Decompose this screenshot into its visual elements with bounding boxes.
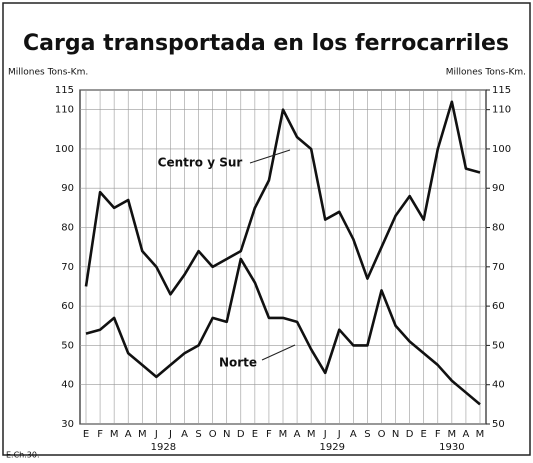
x-tick-label: M (279, 429, 288, 440)
x-tick-label: S (364, 429, 370, 440)
year-label: 1930 (439, 442, 464, 453)
x-tick-label: N (223, 429, 230, 440)
year-label: 1929 (320, 442, 345, 453)
y-tick-label: 80 (61, 223, 74, 234)
y2-tick-label: 90 (492, 183, 505, 194)
y-tick-label: 40 (61, 380, 74, 391)
x-tick-label: J (323, 429, 327, 440)
x-tick-label: D (406, 429, 414, 440)
x-tick-label: J (168, 429, 172, 440)
x-tick-label: O (209, 429, 217, 440)
y2-tick-label: 40 (492, 380, 505, 391)
y-tick-label: 30 (61, 419, 74, 430)
y2-tick-label: 50 (492, 340, 505, 351)
x-tick-label: J (337, 429, 341, 440)
series-line (85, 257, 481, 406)
y2-tick-label: 50 (492, 419, 505, 430)
y-tick-label: 110 (55, 105, 74, 116)
x-tick-label: A (294, 429, 301, 440)
x-tick-label: J (154, 429, 158, 440)
frame (2, 2, 531, 456)
series-label: Norte (219, 356, 257, 370)
x-tick-label: F (266, 429, 272, 440)
y2-tick-label: 80 (492, 223, 505, 234)
y-tick-label: 100 (55, 144, 74, 155)
series-label: Centro y Sur (158, 156, 243, 170)
x-tick-label: O (378, 429, 386, 440)
y2-axis-label: Millones Tons-Km. (446, 68, 526, 78)
x-tick-label: F (97, 429, 103, 440)
chart-title: Carga transportada en los ferrocarriles (23, 31, 509, 56)
y2-tick-label: 70 (492, 262, 505, 273)
x-tick-label: E (252, 429, 258, 440)
x-tick-label: A (350, 429, 357, 440)
x-tick-label: M (448, 429, 457, 440)
footnote: E.Ch.30. (6, 451, 40, 460)
x-tick-label: F (435, 429, 441, 440)
x-tick-label: D (237, 429, 245, 440)
y-tick-label: 90 (61, 183, 74, 194)
y-tick-label: 70 (61, 262, 74, 273)
year-label: 1928 (151, 442, 176, 453)
y-tick-label: 50 (61, 340, 74, 351)
x-tick-label: M (138, 429, 147, 440)
x-tick-label: M (110, 429, 119, 440)
x-tick-label: A (125, 429, 132, 440)
x-tick-label: A (181, 429, 188, 440)
x-tick-label: E (421, 429, 427, 440)
x-tick-label: M (476, 429, 485, 440)
x-tick-label: S (195, 429, 201, 440)
y-axis-label: Millones Tons-Km. (8, 68, 88, 78)
series-label-pointer (261, 344, 296, 361)
y-tick-label: 115 (55, 85, 74, 96)
x-tick-label: N (392, 429, 399, 440)
y-tick-label: 60 (61, 301, 74, 312)
x-tick-label: A (463, 429, 470, 440)
x-tick-label: E (83, 429, 89, 440)
y2-tick-label: 110 (492, 105, 511, 116)
series-label-pointer (249, 149, 291, 164)
x-tick-label: M (307, 429, 316, 440)
y2-tick-label: 115 (492, 85, 511, 96)
y2-tick-label: 100 (492, 144, 511, 155)
y2-tick-label: 60 (492, 301, 505, 312)
series-line (84, 100, 481, 296)
